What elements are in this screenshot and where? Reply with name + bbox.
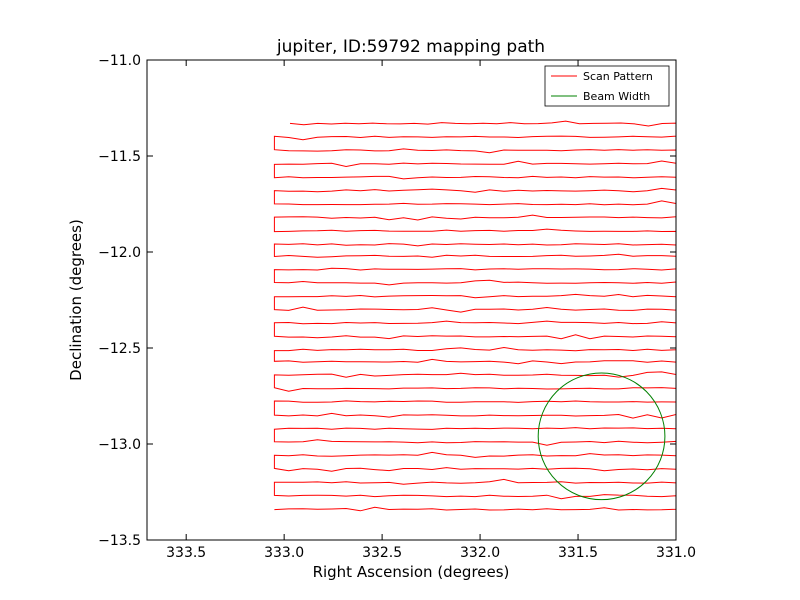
y-tick-label: −12.5 (98, 341, 141, 357)
legend-label-beam: Beam Width (583, 90, 650, 103)
ticks-layer: 333.5 333.0 332.5 332.0 331.5 331.0 −11.0 −11.5… (98, 53, 696, 561)
series-layer (273, 120, 676, 512)
x-tick-label: 331.5 (558, 545, 598, 561)
y-axis-label: Declination (degrees) (67, 219, 85, 381)
x-tick-label: 331.0 (656, 545, 696, 561)
y-tick-label: −12.0 (98, 245, 141, 261)
x-tick-label: 332.5 (362, 545, 402, 561)
y-tick-label: −13.5 (98, 533, 141, 549)
x-tick-label: 333.0 (264, 545, 304, 561)
chart-title: jupiter, ID:59792 mapping path (276, 37, 545, 57)
x-tick-label: 332.0 (460, 545, 500, 561)
legend-label-scan: Scan Pattern (583, 70, 653, 83)
x-tick-label: 333.5 (166, 545, 206, 561)
legend: Scan Pattern Beam Width (544, 65, 670, 107)
y-tick-label: −11.5 (98, 149, 141, 165)
legend-box (544, 65, 670, 107)
y-tick-label: −11.0 (98, 53, 141, 69)
plot-frame (146, 59, 677, 541)
x-axis-label: Right Ascension (degrees) (313, 563, 510, 581)
y-tick-label: −13.0 (98, 437, 141, 453)
beam-width-circle (537, 372, 666, 501)
